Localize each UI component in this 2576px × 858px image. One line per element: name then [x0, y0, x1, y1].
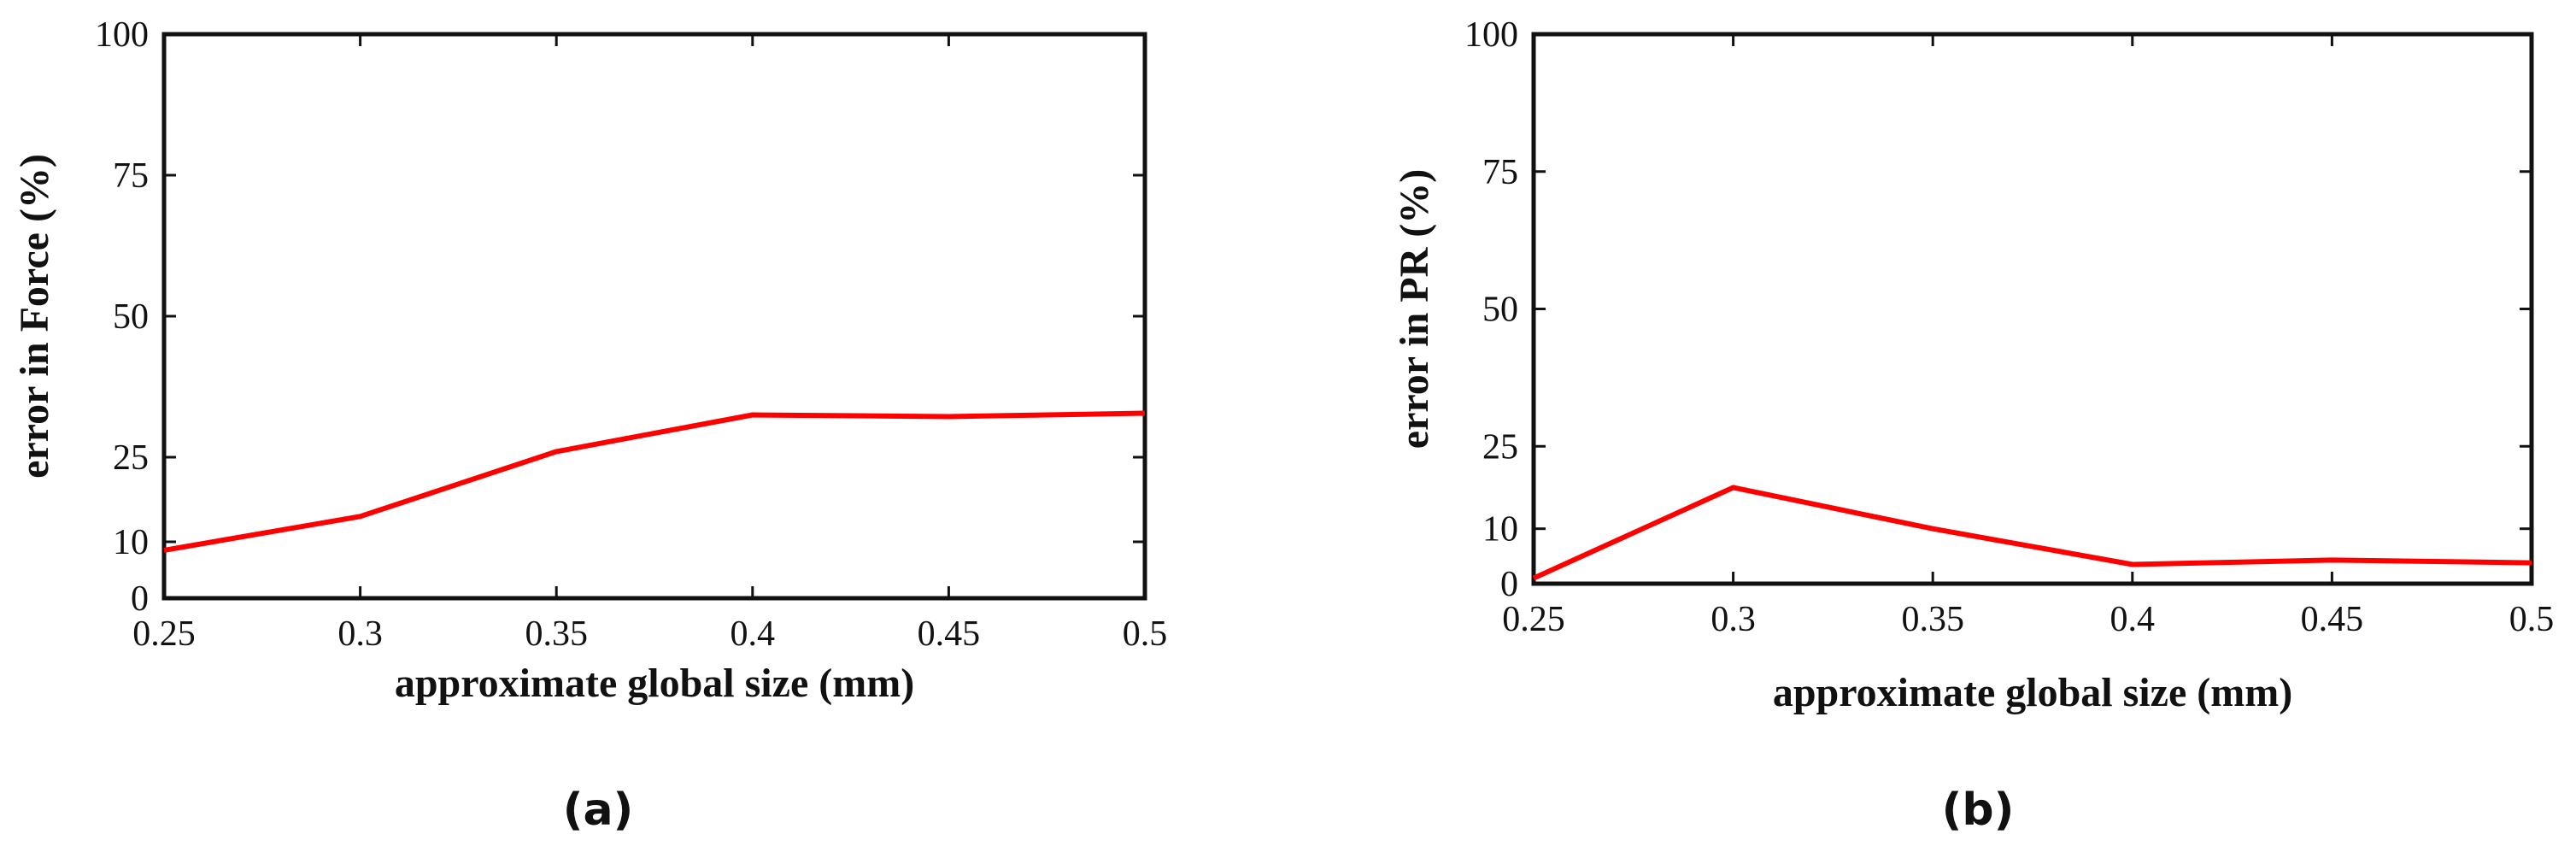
y-axis-label: error in PR (%) — [1392, 169, 1437, 449]
x-tick-label: 0.5 — [2509, 600, 2555, 639]
y-tick-label: 25 — [1482, 427, 1518, 467]
x-tick-label: 0.35 — [1901, 600, 1964, 639]
x-axis-label: approximate global size (mm) — [1773, 670, 2292, 715]
y-tick-label: 10 — [113, 523, 149, 562]
x-tick-label: 0.3 — [1710, 600, 1756, 639]
y-tick-label: 75 — [113, 156, 149, 196]
x-tick-label: 0.45 — [918, 614, 981, 654]
x-tick-label: 0.35 — [525, 614, 588, 654]
x-tick-label: 0.5 — [1123, 614, 1168, 654]
y-tick-label: 25 — [113, 438, 149, 478]
x-tick-label: 0.45 — [2301, 600, 2364, 639]
y-tick-label: 100 — [1464, 15, 1518, 55]
panel-caption: (a) — [563, 785, 634, 836]
x-tick-label: 0.25 — [132, 614, 196, 654]
chart-panel-b: 0.25 0.3 0.35 0.4 0.45 0.5 0 10 25 50 75 100 approxi… — [1392, 15, 2554, 836]
series-line — [1532, 485, 2532, 581]
chart-panel-a: 0.25 0.3 0.35 0.4 0.45 0.5 0 10 25 50 75 100 approxi… — [12, 15, 1167, 836]
plot-frame — [1531, 32, 2534, 586]
x-tick-label: 0.4 — [2110, 600, 2156, 639]
panel-caption: (b) — [1942, 785, 2015, 836]
y-tick-label: 50 — [1482, 291, 1518, 330]
y-tick-label: 10 — [1482, 510, 1518, 549]
x-axis-label: approximate global size (mm) — [395, 661, 914, 706]
y-tick-label: 100 — [95, 15, 149, 55]
y-axis-label: error in Force (%) — [12, 154, 57, 479]
y-tick-label: 75 — [1482, 153, 1518, 192]
y-tick-label: 0 — [1500, 565, 1518, 604]
plot-frame — [161, 32, 1147, 601]
y-tick-label: 50 — [113, 297, 149, 337]
x-tick-label: 0.3 — [337, 614, 383, 654]
y-tick-label: 0 — [131, 579, 149, 619]
series-line — [163, 410, 1146, 553]
x-tick-label: 0.4 — [731, 614, 776, 654]
x-tick-label: 0.25 — [1502, 600, 1565, 639]
